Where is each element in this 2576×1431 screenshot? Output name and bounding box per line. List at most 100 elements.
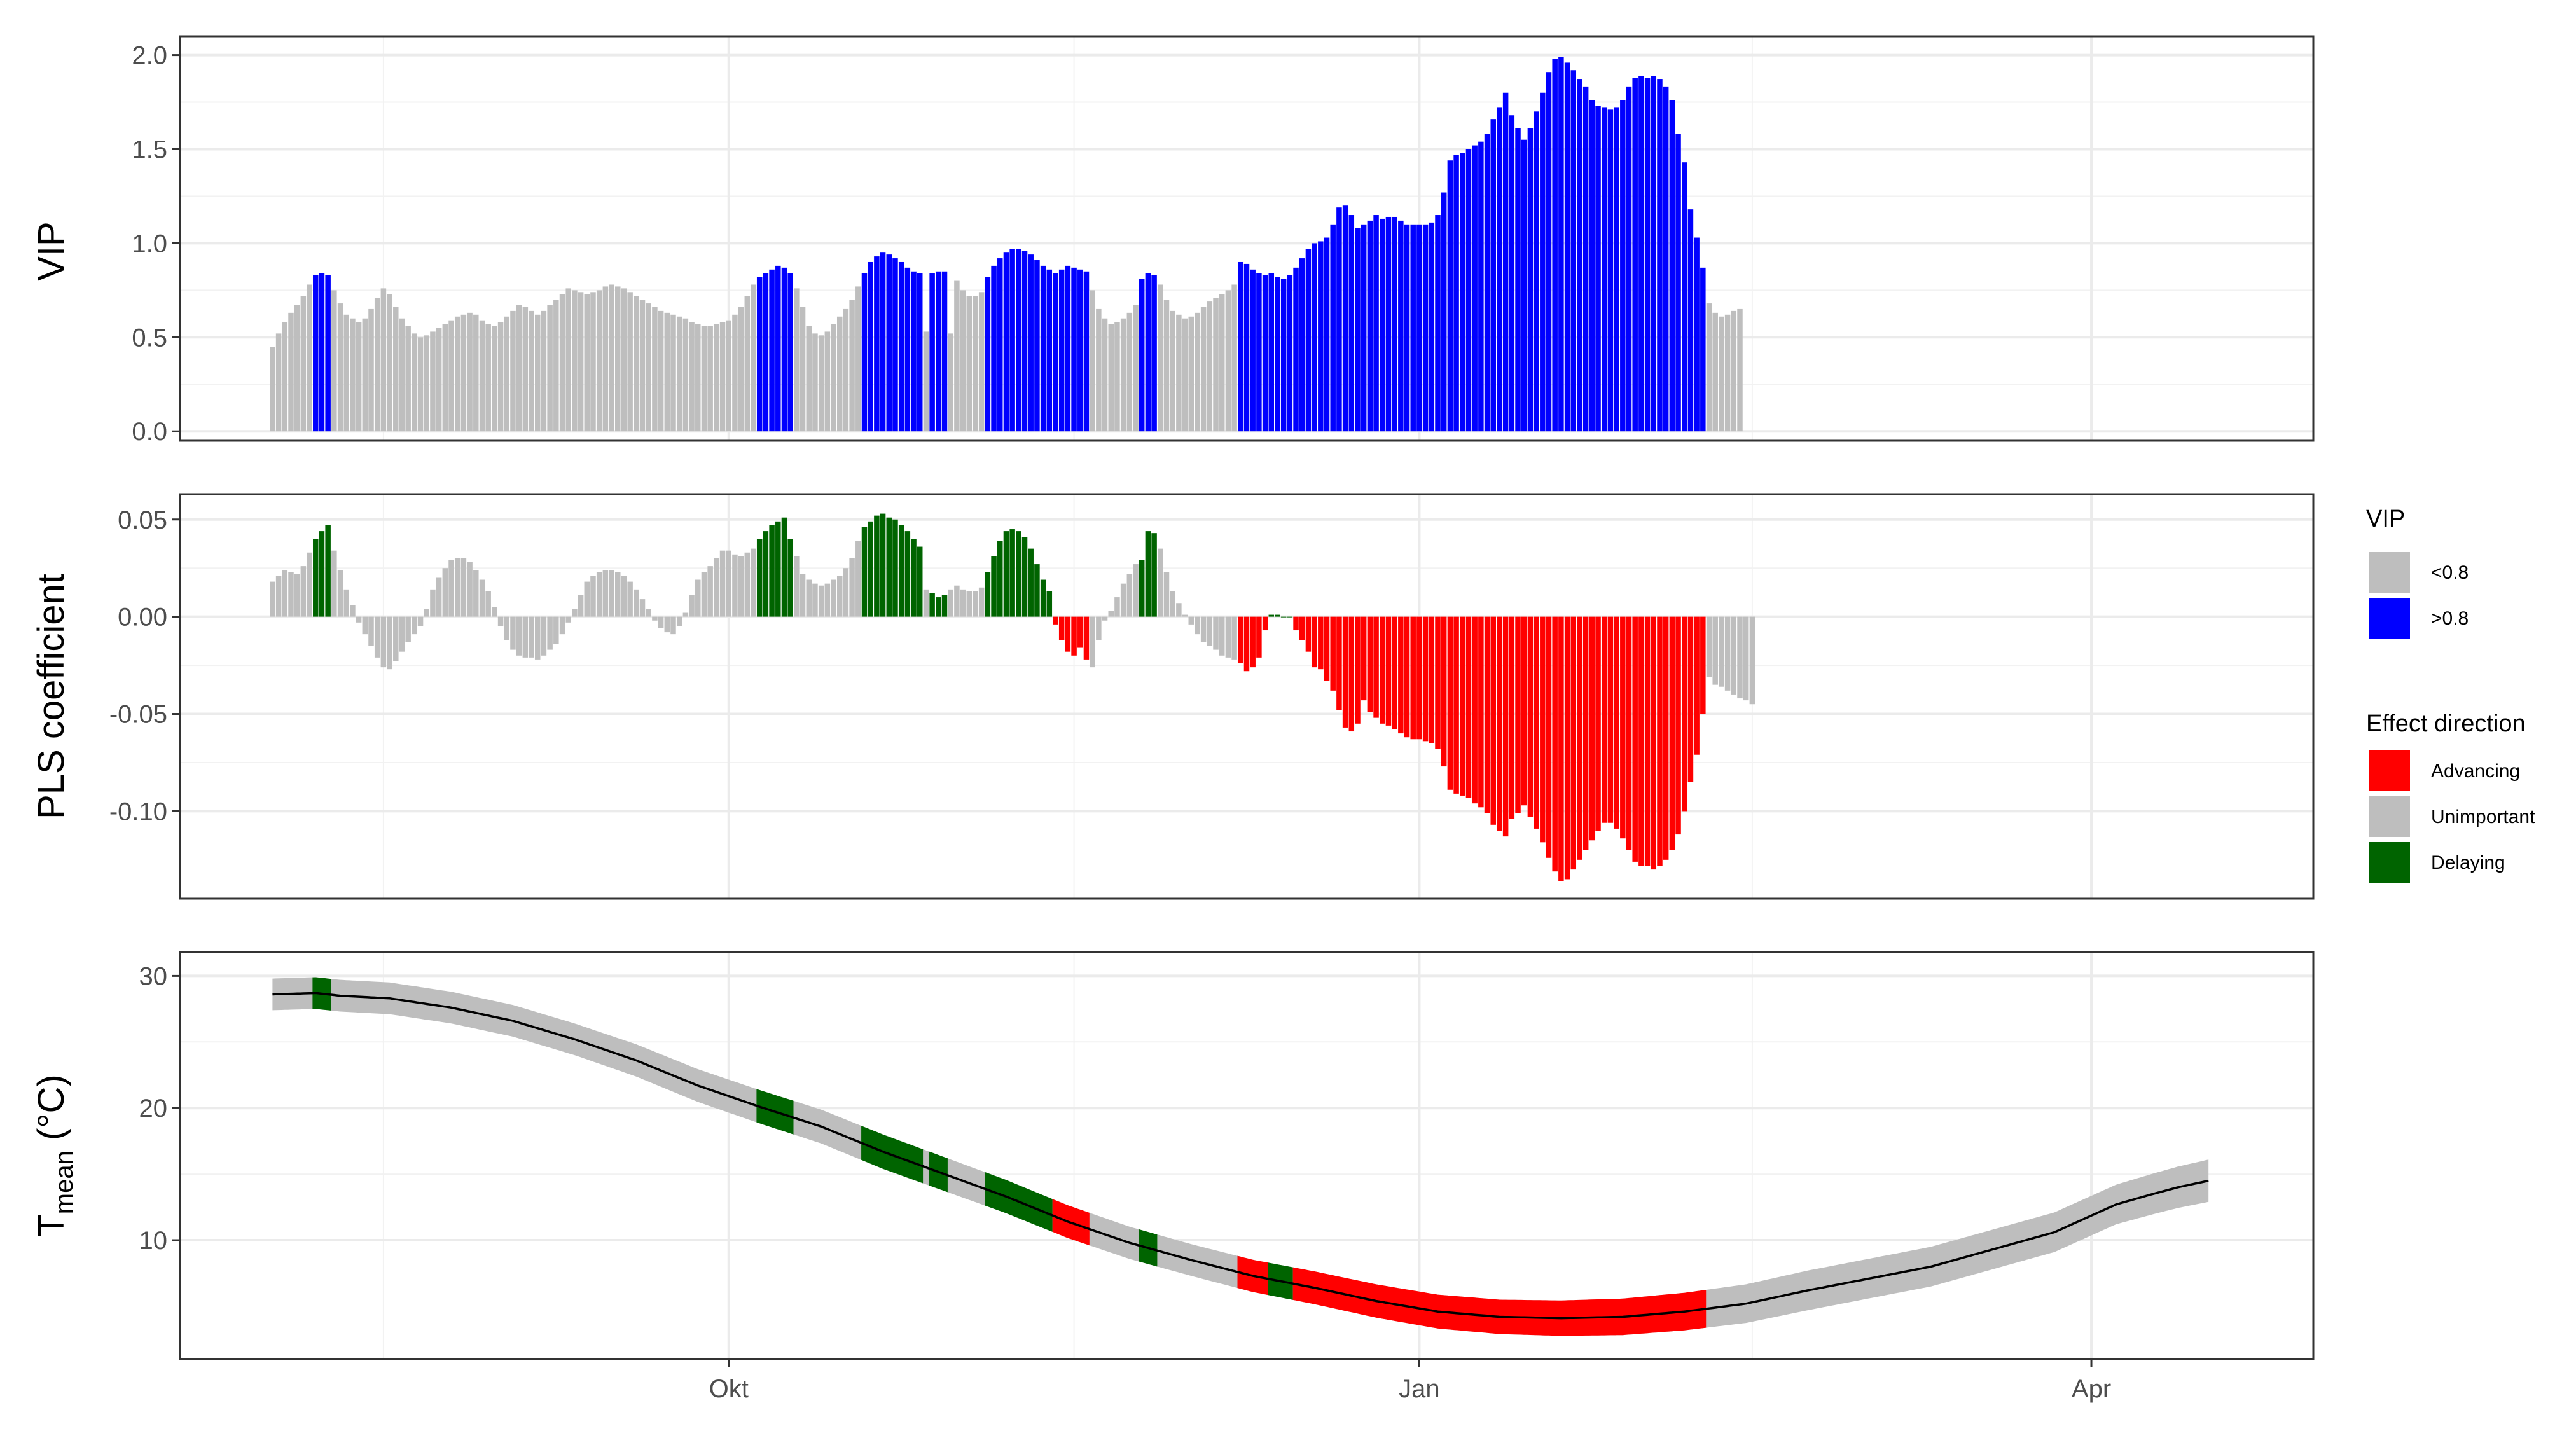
pls-bar	[1120, 583, 1126, 617]
pls-bar	[689, 595, 695, 617]
pls-bar	[1515, 616, 1521, 813]
vip-bar	[1385, 216, 1392, 432]
vip-bar	[800, 307, 806, 432]
vip-bar	[1058, 269, 1065, 432]
pls-bar	[1731, 616, 1737, 695]
vip-bar	[1497, 107, 1502, 432]
vip-bar	[1392, 216, 1397, 432]
vip-bars	[270, 57, 1743, 432]
vip-bar	[350, 318, 356, 432]
vip-bar	[904, 267, 911, 432]
pls-bar	[1453, 616, 1459, 794]
vip-bar	[1096, 308, 1102, 432]
pls-bar	[288, 572, 294, 617]
vip-bar	[966, 296, 973, 432]
vip-bar	[454, 316, 460, 432]
vip-bar	[380, 288, 387, 432]
pls-y-axis-title: PLS coefficient	[31, 574, 72, 819]
pls-bar	[1342, 616, 1348, 728]
vip-bar	[1219, 294, 1225, 432]
vip-bar	[1465, 149, 1472, 432]
panels: 0.0 0.5 1.0 1.5 2.0 VIP 0.05 0.00 -0.05 -0.10 PLS …	[31, 35, 2315, 1403]
vip-bar	[1700, 267, 1706, 432]
vip-bar	[1589, 100, 1595, 432]
vip-bar	[744, 296, 751, 432]
vip-bar	[794, 288, 800, 432]
x-tick-label: Apr	[2072, 1375, 2111, 1403]
vip-bar	[812, 333, 818, 432]
pls-bar	[1380, 616, 1385, 724]
pls-bar	[1472, 616, 1478, 804]
pls-bar	[1046, 591, 1053, 617]
vip-bar	[1484, 134, 1490, 432]
pls-bar	[1262, 616, 1268, 631]
vip-bar	[991, 265, 997, 432]
pls-bar	[1225, 616, 1231, 658]
pls-bar	[1213, 616, 1219, 650]
vip-bar	[473, 314, 479, 432]
pls-bar	[1416, 616, 1422, 740]
pls-bar	[1126, 574, 1133, 617]
vip-bar	[1657, 80, 1663, 432]
pls-bar	[615, 572, 621, 617]
pls-bar	[1280, 616, 1287, 618]
vip-bar	[1139, 279, 1145, 432]
vip-bar	[387, 294, 392, 432]
pls-bar	[855, 541, 861, 617]
pls-bar	[707, 566, 713, 617]
vip-bar	[806, 326, 812, 432]
pls-bar	[374, 616, 380, 658]
vip-bar	[1355, 228, 1361, 432]
pls-bar	[1614, 616, 1619, 829]
pls-bar	[751, 548, 756, 617]
pls-bar	[1577, 616, 1582, 860]
vip-bar	[707, 326, 713, 432]
vip-bar	[751, 284, 756, 432]
pls-bar	[584, 581, 590, 617]
pls-bar	[1657, 616, 1663, 866]
vip-bar	[1028, 254, 1034, 432]
vip-bar	[1416, 224, 1422, 432]
pls-bar	[1582, 616, 1589, 850]
pls-bar	[836, 576, 843, 617]
pls-bar	[1016, 531, 1021, 617]
pls-bar	[1484, 616, 1490, 813]
pls-bar	[732, 554, 738, 617]
temp-y-axis-title-sub: mean	[50, 1151, 78, 1214]
pls-bar	[843, 568, 849, 617]
x-tick-label: Jan	[1399, 1375, 1440, 1403]
pls-y-tick-label: -0.05	[109, 701, 167, 729]
vip-bar	[1694, 237, 1700, 432]
pls-bar	[1478, 616, 1484, 808]
pls-bar	[1712, 616, 1718, 685]
vip-bar	[1478, 141, 1484, 432]
vip-bar	[1077, 269, 1083, 432]
vip-bar	[590, 292, 596, 432]
pls-bar	[991, 556, 997, 617]
pls-bar	[904, 531, 911, 617]
pls-bar	[831, 579, 836, 617]
pls-bar	[634, 589, 639, 617]
pls-bar	[701, 572, 707, 617]
vip-bar	[1238, 261, 1243, 432]
vip-bar	[621, 288, 627, 432]
vip-bar	[1016, 249, 1021, 432]
vip-bar	[1158, 284, 1163, 432]
vip-bar	[331, 290, 337, 432]
pls-bar	[1034, 564, 1040, 617]
pls-bar	[1053, 616, 1058, 625]
pls-bar	[1040, 579, 1046, 617]
pls-panel: 0.05 0.00 -0.05 -0.10	[109, 493, 2315, 900]
vip-bar	[880, 252, 886, 432]
vip-bar	[1422, 224, 1429, 432]
pls-bar	[1502, 616, 1509, 837]
pls-bar	[522, 616, 529, 658]
pls-bar	[448, 560, 454, 617]
pls-bar	[1102, 616, 1108, 621]
pls-bar	[1009, 529, 1015, 617]
pls-bar	[1527, 616, 1534, 817]
vip-bar	[658, 310, 664, 432]
pls-y-tick-label: 0.00	[118, 604, 167, 632]
pls-bar	[880, 513, 886, 617]
